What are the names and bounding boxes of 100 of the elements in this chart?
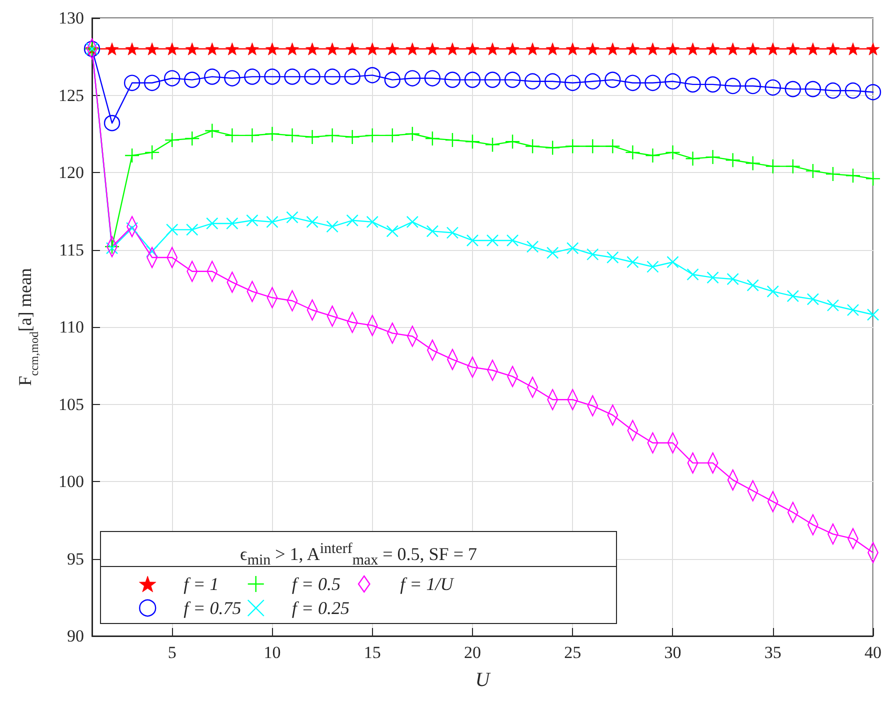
point [604, 72, 621, 88]
legend-label: f = 0.25 [292, 598, 350, 618]
point [284, 68, 300, 85]
point [546, 42, 560, 56]
point [586, 42, 600, 56]
point [224, 128, 240, 144]
point [186, 224, 198, 236]
point [586, 248, 599, 260]
point [205, 42, 219, 56]
x-tick-label: 15 [364, 643, 381, 662]
point [746, 42, 760, 56]
point [164, 70, 180, 86]
point [306, 216, 318, 228]
point [865, 171, 881, 186]
y-tick-label: 125 [58, 86, 84, 105]
point [646, 42, 660, 56]
point [326, 220, 338, 233]
point [384, 128, 400, 144]
x-tick-label: 20 [464, 643, 481, 662]
y-tick-label: 100 [58, 472, 84, 491]
point [565, 138, 580, 154]
point [324, 68, 340, 85]
x-tick-label: 40 [864, 643, 882, 662]
point [486, 234, 499, 247]
point [804, 80, 822, 98]
x-axis-title: U [475, 669, 492, 691]
x-tick-label: 10 [264, 643, 281, 662]
point [264, 126, 280, 142]
point [145, 42, 159, 56]
point [686, 268, 699, 281]
point [785, 158, 800, 174]
point [805, 163, 821, 179]
point [544, 140, 560, 156]
point [185, 42, 199, 56]
legend-label: f = 0.75 [184, 598, 242, 618]
point [585, 138, 600, 154]
point [364, 128, 380, 144]
point [765, 158, 780, 174]
point [606, 251, 619, 264]
point [225, 42, 239, 56]
point [846, 42, 860, 56]
y-tick-label: 130 [58, 8, 84, 28]
point [204, 123, 220, 138]
point [244, 68, 260, 85]
point [744, 78, 761, 94]
y-tick-label: 115 [59, 240, 84, 260]
point [166, 224, 178, 236]
point [526, 42, 540, 56]
point [625, 144, 640, 160]
y-tick-label: 110 [59, 318, 84, 336]
point [184, 130, 200, 146]
point [786, 290, 799, 302]
point [366, 216, 378, 228]
point [284, 128, 300, 144]
y-tick-label: 120 [58, 163, 84, 182]
point [384, 72, 400, 88]
point [344, 68, 360, 85]
point [786, 42, 800, 56]
point [826, 299, 840, 312]
point [404, 126, 420, 142]
point [125, 42, 139, 56]
point [826, 42, 840, 56]
point [705, 149, 720, 165]
point [524, 138, 540, 154]
point [866, 308, 880, 321]
legend-label: f = 1/U [400, 574, 454, 594]
point [286, 42, 299, 56]
point [105, 42, 119, 56]
point [645, 148, 660, 164]
point [144, 74, 160, 91]
point [566, 242, 579, 254]
point [726, 273, 739, 286]
point [424, 70, 441, 86]
point [144, 144, 160, 160]
point [544, 73, 561, 90]
point [606, 42, 620, 56]
point [304, 68, 320, 85]
point [504, 72, 521, 88]
point [644, 74, 661, 91]
x-tick-label: 5 [168, 643, 176, 662]
point [564, 74, 581, 91]
point [706, 42, 720, 56]
point [824, 82, 842, 99]
point [845, 168, 861, 184]
point [266, 42, 279, 56]
point [666, 256, 679, 268]
point [546, 246, 559, 259]
point [406, 216, 419, 228]
point [626, 42, 640, 56]
point [446, 42, 460, 56]
y-tick-label: 90 [67, 626, 84, 646]
x-tick-label: 30 [664, 643, 682, 662]
point [444, 72, 461, 88]
legend-label: f = 1 [184, 574, 219, 594]
point [246, 42, 259, 56]
point [864, 84, 882, 100]
point [866, 42, 880, 56]
point [486, 42, 500, 56]
point [224, 70, 240, 86]
point [164, 132, 180, 148]
